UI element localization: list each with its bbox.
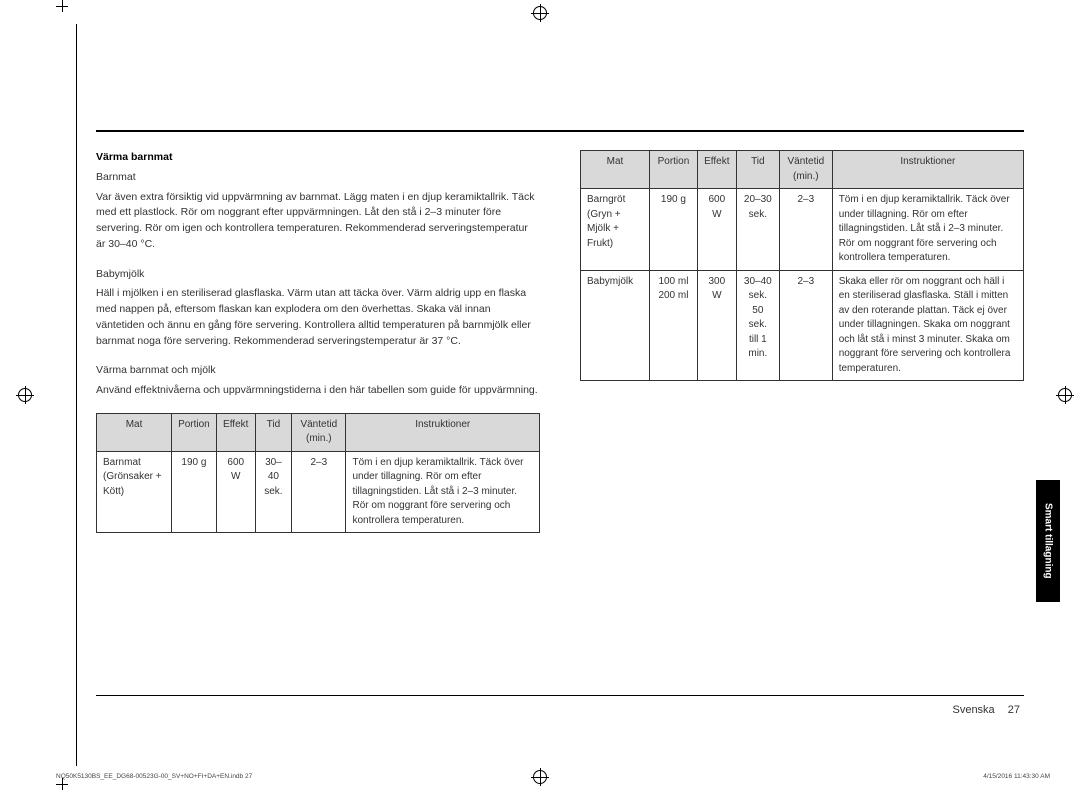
th: Instruktioner [832, 151, 1023, 189]
language-label: Svenska [952, 704, 994, 716]
footer-language: Svenska 27 [952, 704, 1020, 716]
td: 30–40 sek. [255, 451, 291, 533]
table-row: Babymjölk 100 ml 200 ml 300 W 30–40 sek.… [581, 270, 1024, 381]
th: Tid [736, 151, 779, 189]
heading-main: Värma barnmat [96, 150, 540, 166]
paragraph: Var även extra försiktig vid uppvärmning… [96, 190, 540, 253]
paragraph: Häll i mjölken i en steriliserad glasfla… [96, 286, 540, 349]
subheading: Babymjölk [96, 267, 540, 283]
registration-mark [533, 6, 547, 20]
th: Mat [97, 413, 172, 451]
table-row: Barnmat (Grönsaker + Kött) 190 g 600 W 3… [97, 451, 540, 533]
th: Väntetid (min.) [292, 413, 346, 451]
td: Töm i en djup keramiktallrik. Täck över … [346, 451, 540, 533]
page: Värma barnmat Barnmat Var även extra för… [56, 24, 1060, 766]
th: Effekt [697, 151, 736, 189]
td: 2–3 [779, 270, 832, 381]
table-row: Barngröt (Gryn + Mjölk + Frukt) 190 g 60… [581, 189, 1024, 271]
th: Effekt [216, 413, 255, 451]
td: 600 W [697, 189, 736, 271]
td: Skaka eller rör om noggrant och häll i e… [832, 270, 1023, 381]
subheading: Värma barnmat och mjölk [96, 363, 540, 379]
td: 2–3 [292, 451, 346, 533]
print-slug-left: NQ50K5130BS_EE_DG68-00523G-00_SV+NO+FI+D… [56, 773, 252, 780]
td: 20–30 sek. [736, 189, 779, 271]
td: 2–3 [779, 189, 832, 271]
th: Instruktioner [346, 413, 540, 451]
side-tab: Smart tillagning [1036, 480, 1060, 602]
registration-mark [533, 770, 547, 784]
table-header-row: Mat Portion Effekt Tid Väntetid (min.) I… [581, 151, 1024, 189]
paragraph: Använd effektnivåerna och uppvärmningsti… [96, 383, 540, 399]
print-slug-right: 4/15/2016 11:43:30 AM [983, 773, 1050, 780]
td: 30–40 sek. 50 sek. till 1 min. [736, 270, 779, 381]
td: Töm i en djup keramiktallrik. Täck över … [832, 189, 1023, 271]
td: 100 ml 200 ml [649, 270, 697, 381]
td: Barnmat (Grönsaker + Kött) [97, 451, 172, 533]
th: Mat [581, 151, 650, 189]
crop-mark [56, 0, 68, 12]
top-rule [96, 130, 1024, 132]
margin-line [76, 24, 77, 766]
content-area: Värma barnmat Barnmat Var även extra för… [96, 130, 1024, 533]
th: Portion [649, 151, 697, 189]
th: Portion [172, 413, 217, 451]
right-column: Mat Portion Effekt Tid Väntetid (min.) I… [580, 150, 1024, 533]
registration-mark [18, 388, 32, 402]
page-number: 27 [1008, 704, 1020, 716]
left-column: Värma barnmat Barnmat Var även extra för… [96, 150, 540, 533]
table-header-row: Mat Portion Effekt Tid Väntetid (min.) I… [97, 413, 540, 451]
td: 600 W [216, 451, 255, 533]
td: Babymjölk [581, 270, 650, 381]
table-barngrot: Mat Portion Effekt Tid Väntetid (min.) I… [580, 150, 1024, 381]
registration-mark [1058, 388, 1072, 402]
table-barnmat: Mat Portion Effekt Tid Väntetid (min.) I… [96, 413, 540, 534]
th: Väntetid (min.) [779, 151, 832, 189]
td: Barngröt (Gryn + Mjölk + Frukt) [581, 189, 650, 271]
th: Tid [255, 413, 291, 451]
td: 300 W [697, 270, 736, 381]
td: 190 g [172, 451, 217, 533]
td: 190 g [649, 189, 697, 271]
subheading: Barnmat [96, 170, 540, 186]
bottom-rule [96, 695, 1024, 696]
